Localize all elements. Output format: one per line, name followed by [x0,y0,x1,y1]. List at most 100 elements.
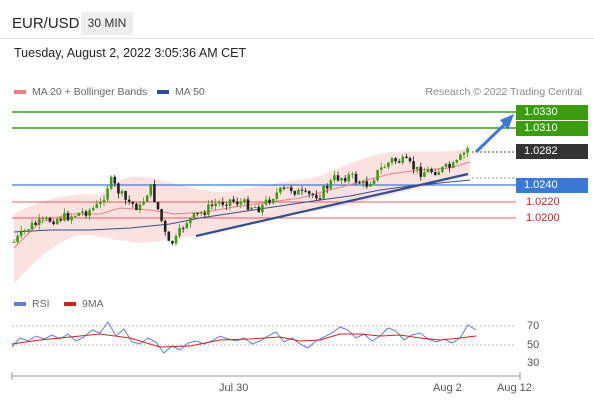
candle-body [383,167,387,169]
candle-body [412,161,415,170]
candle-body [135,203,138,211]
rsi-9ma-line [11,333,477,348]
forecast-arrow [474,121,508,154]
candle-body [99,201,102,204]
ma9-swatch [64,302,76,307]
candle-body [451,162,455,168]
x-tick-aug2: Aug 2 [433,382,462,394]
candle-body [459,154,462,160]
chart-header: EUR/USD 30 MIN [0,0,594,40]
research-credit: Research © 2022 Trading Central [425,86,582,98]
rsi-tick-30: 30 [527,357,540,369]
candle-body [361,181,365,184]
candle-body [120,191,124,194]
candle-body [27,229,30,231]
candle-body [196,213,199,215]
candle-body [48,217,52,222]
candle-body [297,189,300,195]
candle-body [156,202,160,210]
candle-body [239,202,243,205]
candle-body [91,207,95,211]
candle-body [73,215,77,217]
candle-body [210,204,214,206]
candle-body [444,163,448,167]
candle-body [282,187,286,189]
price-label-r2: 1.0330 [516,105,588,120]
candle-body [70,216,73,221]
timeframe-badge[interactable]: 30 MIN [81,12,133,35]
candle-body [304,190,307,192]
timestamp: Tuesday, August 2, 2022 3:05:36 AM CET [14,46,247,60]
candle-body [163,220,167,232]
price-label-s1: 1.0220 [526,196,560,208]
candlestick-series [12,145,469,246]
candle-body [19,230,23,236]
candle-body [279,187,282,193]
candle-body [16,235,19,242]
rsi-line [11,321,477,354]
ma20-swatch [14,90,26,95]
candle-body [271,198,275,204]
candle-body [394,158,397,162]
legend-rsi: RSI [14,298,50,310]
candle-body [369,183,372,187]
candle-body [52,221,55,225]
candle-body [437,171,441,175]
candle-body [311,193,315,195]
candle-body [329,180,333,189]
candle-body [34,222,37,225]
candle-body [214,203,217,206]
candle-body [250,207,253,210]
candle-body [343,177,347,182]
candle-body [408,157,412,162]
candle-body [307,191,311,194]
candle-body [113,176,117,184]
candle-body [293,191,297,195]
candle-body [127,199,131,202]
candle-body [124,191,127,200]
candle-body [131,201,135,204]
candle-body [171,240,174,244]
candle-body [77,212,81,216]
candle-body [41,218,45,220]
ma50-swatch [157,90,169,95]
candle-body [102,199,106,202]
candle-body [347,174,351,182]
candle-body [405,156,408,158]
candle-body [261,204,264,213]
price-label-last: 1.0282 [516,144,588,159]
legend-ma50: MA 50 [157,86,205,98]
candle-body [160,209,163,221]
candle-body [37,218,41,225]
legend-ma9: 9MA [64,298,104,310]
price-label-r1: 1.0310 [516,121,588,136]
candle-body [59,219,63,221]
candle-body [232,199,235,202]
rsi-tick-70: 70 [527,320,540,332]
legend-ma9-label: 9MA [82,298,104,310]
candle-body [153,184,156,203]
candle-body [426,169,430,173]
candle-body [415,166,419,170]
candle-body [376,169,379,181]
candle-body [246,199,250,210]
candle-body [117,183,120,194]
legend-rsi-label: RSI [32,298,50,310]
candle-body [106,188,109,200]
candle-body [286,187,289,189]
legend-ma50-label: MA 50 [175,86,205,98]
candle-body [419,166,423,177]
candle-body [325,186,329,189]
candle-body [185,223,189,228]
forecast-arrowhead [500,114,514,130]
candle-body [45,217,48,219]
candle-body [275,192,279,199]
candle-body [88,210,91,216]
candle-body [84,211,88,216]
candle-body [372,180,376,184]
candle-body [138,204,142,211]
legend-ma20: MA 20 + Bollinger Bands [14,86,147,98]
candle-body [340,177,343,181]
candle-body [167,231,171,241]
